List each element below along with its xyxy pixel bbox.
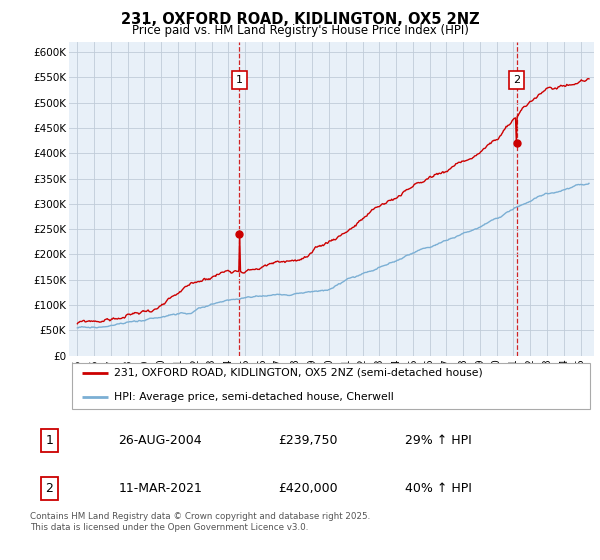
Text: Contains HM Land Registry data © Crown copyright and database right 2025.
This d: Contains HM Land Registry data © Crown c… xyxy=(30,512,370,532)
Text: HPI: Average price, semi-detached house, Cherwell: HPI: Average price, semi-detached house,… xyxy=(113,392,394,402)
Text: 29% ↑ HPI: 29% ↑ HPI xyxy=(406,434,472,447)
Text: 1: 1 xyxy=(46,434,53,447)
Text: £420,000: £420,000 xyxy=(278,482,338,495)
Text: 231, OXFORD ROAD, KIDLINGTON, OX5 2NZ: 231, OXFORD ROAD, KIDLINGTON, OX5 2NZ xyxy=(121,12,479,27)
FancyBboxPatch shape xyxy=(71,363,590,409)
Text: 1: 1 xyxy=(236,74,243,85)
Text: 26-AUG-2004: 26-AUG-2004 xyxy=(118,434,202,447)
Text: £239,750: £239,750 xyxy=(278,434,338,447)
Text: 11-MAR-2021: 11-MAR-2021 xyxy=(118,482,202,495)
Text: 2: 2 xyxy=(513,74,520,85)
Text: 231, OXFORD ROAD, KIDLINGTON, OX5 2NZ (semi-detached house): 231, OXFORD ROAD, KIDLINGTON, OX5 2NZ (s… xyxy=(113,368,482,378)
Text: 40% ↑ HPI: 40% ↑ HPI xyxy=(406,482,472,495)
Text: Price paid vs. HM Land Registry's House Price Index (HPI): Price paid vs. HM Land Registry's House … xyxy=(131,24,469,36)
Text: 2: 2 xyxy=(46,482,53,495)
